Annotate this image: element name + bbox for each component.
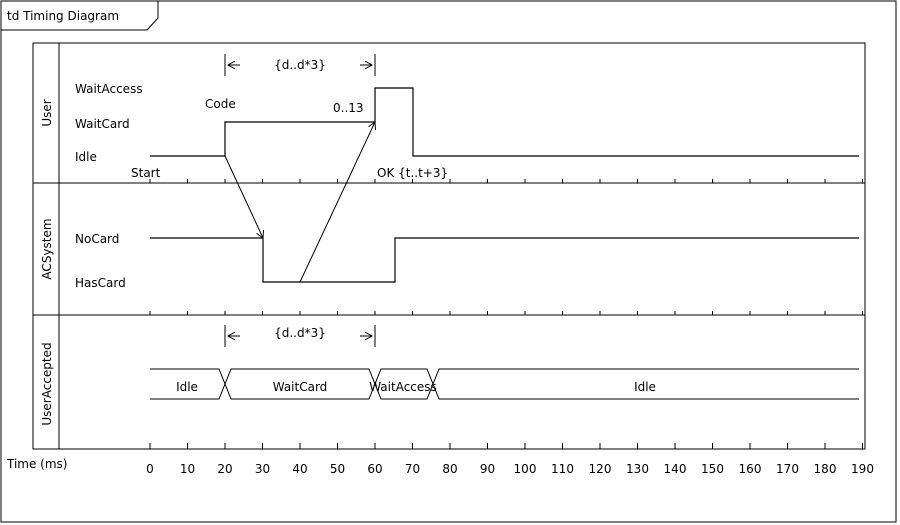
acsystem-state-timeline <box>150 237 859 283</box>
axis-tick-label: 100 <box>514 462 537 476</box>
axis-tick-label: 0 <box>146 462 154 476</box>
tick-row-acsystem-bottom <box>149 311 863 315</box>
frame-title: td Timing Diagram <box>7 9 119 23</box>
lifeline-name-acsystem: ACSystem <box>40 218 54 279</box>
axis-tick-label: 180 <box>814 462 837 476</box>
tick-row-axis <box>149 443 863 449</box>
axis-tick-label: 110 <box>551 462 574 476</box>
duration-bottom-label: {d..d*3} <box>274 326 326 340</box>
message-ok-arrow <box>299 122 375 283</box>
axis-tick-label: 130 <box>626 462 649 476</box>
useraccepted-segment-waitaccess: WaitAccess <box>369 380 437 394</box>
duration-top-label: {d..d*3} <box>274 58 326 72</box>
axis-tick-label: 90 <box>480 462 495 476</box>
lifeline-name-user: User <box>40 99 54 126</box>
axis-tick-label: 70 <box>405 462 420 476</box>
state-label-idle: Idle <box>75 150 97 164</box>
axis-tick-label: 190 <box>851 462 874 476</box>
message-code-arrow <box>224 155 263 238</box>
message-ok-label: OK {t..t+3} <box>377 166 448 180</box>
axis-tick-label: 10 <box>180 462 195 476</box>
axis-tick-label: 20 <box>217 462 232 476</box>
useraccepted-segment-idle-2: Idle <box>634 380 656 394</box>
lifeline-name-useraccepted: UserAccepted <box>40 342 54 425</box>
axis-tick-label: 170 <box>776 462 799 476</box>
axis-label: Time (ms) <box>6 457 68 471</box>
axis-tick-label: 60 <box>367 462 382 476</box>
axis-tick-label: 150 <box>701 462 724 476</box>
axis-tick-label: 40 <box>292 462 307 476</box>
message-code-label: Code <box>205 97 236 111</box>
axis-tick-label: 120 <box>589 462 612 476</box>
axis-tick-label: 50 <box>330 462 345 476</box>
state-label-waitcard: WaitCard <box>75 117 130 131</box>
axis-tick-labels: 0 10 20 30 40 50 60 70 80 90 100 110 120 130 140 150 160… <box>146 462 874 476</box>
axis-tick-label: 160 <box>739 462 762 476</box>
axis-tick-label: 80 <box>442 462 457 476</box>
message-start-label: Start <box>131 166 161 180</box>
state-label-hascard: HasCard <box>75 276 126 290</box>
message-range-label: 0..13 <box>333 101 364 115</box>
useraccepted-upper-line <box>150 368 859 400</box>
useraccepted-segment-waitcard: WaitCard <box>273 380 328 394</box>
user-state-timeline <box>150 87 859 157</box>
axis-tick-label: 30 <box>255 462 270 476</box>
lifelines-panel <box>32 42 866 450</box>
state-label-waitaccess: WaitAccess <box>75 82 143 96</box>
state-label-nocard: NoCard <box>75 232 119 246</box>
useraccepted-lower-line <box>150 368 859 400</box>
useraccepted-segment-idle-1: Idle <box>176 380 198 394</box>
frame-title-tab <box>0 1 159 31</box>
tick-row-user-bottom <box>149 179 863 183</box>
axis-tick-label: 140 <box>664 462 687 476</box>
